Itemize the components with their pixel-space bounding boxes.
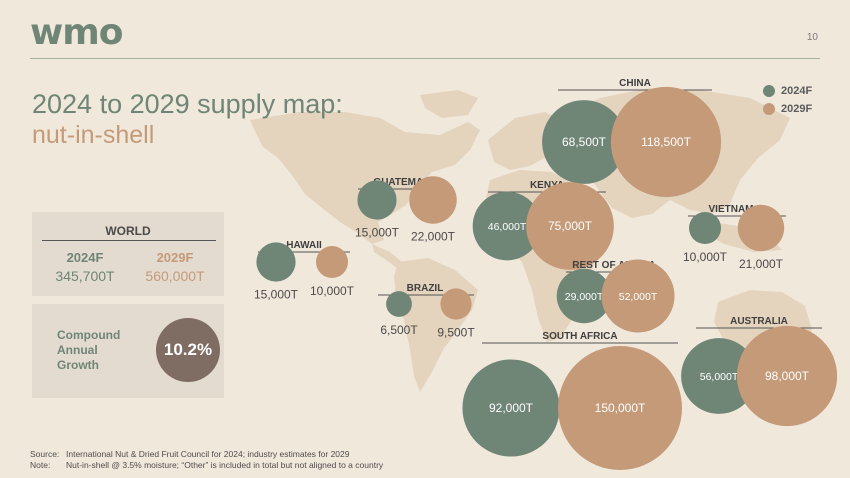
region-title-vietnam: VIETNAM <box>709 204 754 215</box>
legend-swatch-2024 <box>763 85 775 97</box>
bubble-brazil-2029 <box>440 288 472 320</box>
bubble-hawaii-2024 <box>256 242 296 282</box>
legend-item-2029: 2029F <box>763 100 812 118</box>
world-2029-column: 2029F 560,000T <box>130 250 220 284</box>
region-title-china: CHINA <box>619 78 651 89</box>
region-title-hawaii: HAWAII <box>286 240 322 251</box>
bubble-guatemala-2029 <box>409 176 457 224</box>
bubble-vietnam-2024 <box>688 211 722 245</box>
bubble-kenya-2029 <box>526 182 614 270</box>
source-line: Source: International Nut & Dried Fruit C… <box>30 449 350 459</box>
bubble-south-africa-2024 <box>462 359 560 457</box>
region-title-rest-of-africa: REST OF AFRICA <box>572 260 656 271</box>
bubble-label-south-africa-2029: 150,000T <box>595 401 646 415</box>
world-summary-panel: WORLD 2024F 345,700T 2029F 560,000T <box>32 212 224 296</box>
bubble-australia-2024 <box>681 338 757 414</box>
bubble-label-south-africa-2024: 92,000T <box>489 401 534 415</box>
bubble-hawaii-2029 <box>315 245 349 279</box>
bubble-china-2024 <box>542 100 626 184</box>
cagr-panel: Compound Annual Growth 10.2% <box>32 304 224 398</box>
bubble-label-brazil-2024: 6,500T <box>380 323 418 337</box>
bubble-label-brazil-2029: 9,500T <box>437 326 475 340</box>
cagr-badge: 10.2% <box>156 318 220 382</box>
bubble-label-china-2024: 68,500T <box>562 135 607 149</box>
bubble-guatemala-2024 <box>357 180 397 220</box>
page-subtitle: nut-in-shell <box>32 121 155 149</box>
header-divider <box>30 58 820 59</box>
greenland-shape <box>420 90 478 118</box>
world-2024-value: 345,700T <box>55 268 115 284</box>
bubble-label-china-2029: 118,500T <box>641 135 691 149</box>
bubble-kenya-2024 <box>472 191 542 261</box>
world-title: WORLD <box>105 224 151 238</box>
north-america-shape <box>250 112 480 244</box>
bubble-south-africa-2029 <box>558 346 682 470</box>
brand-logo: wmo <box>30 12 124 53</box>
central-america-shape <box>372 244 402 268</box>
bubble-label-rest-of-africa-2024: 29,000T <box>565 291 604 303</box>
bubble-label-vietnam-2024: 10,000T <box>683 250 728 264</box>
bubble-rest-of-africa-2024 <box>556 268 612 324</box>
bubble-label-guatemala-2024: 15,000T <box>355 226 400 240</box>
bubble-brazil-2024 <box>386 291 412 317</box>
page-number: 10 <box>806 32 818 43</box>
bubble-label-kenya-2024: 46,000T <box>488 221 527 233</box>
region-title-australia: AUSTRALIA <box>730 316 788 327</box>
legend-label-2029: 2029F <box>781 103 813 115</box>
bubble-australia-2029 <box>736 325 838 427</box>
bubble-label-australia-2029: 98,000T <box>765 369 810 383</box>
bubble-vietnam-2029 <box>737 204 785 252</box>
legend: 2024F 2029F <box>763 82 812 118</box>
bubble-label-hawaii-2029: 10,000T <box>310 284 355 298</box>
world-divider <box>42 240 216 241</box>
bubble-label-kenya-2029: 75,000T <box>548 219 593 233</box>
note-line: Note: Nut-in-shell @ 3.5% moisture; “Othe… <box>30 460 384 470</box>
region-title-brazil: BRAZIL <box>407 283 444 294</box>
region-title-kenya: KENYA <box>530 180 564 191</box>
legend-label-2024: 2024F <box>781 85 813 97</box>
world-2024-column: 2024F 345,700T <box>40 250 130 284</box>
region-title-guatemala: GUATEMALA <box>373 177 436 188</box>
legend-item-2024: 2024F <box>763 82 812 100</box>
footnotes: Source: International Nut & Dried Fruit C… <box>30 449 383 471</box>
bubble-label-australia-2024: 56,000T <box>700 371 739 383</box>
bubble-rest-of-africa-2029 <box>601 259 675 333</box>
bubble-label-rest-of-africa-2029: 52,000T <box>619 291 658 303</box>
world-2029-value: 560,000T <box>145 268 205 284</box>
world-2024-header: 2024F <box>66 250 104 265</box>
region-title-south-africa: SOUTH AFRICA <box>542 331 617 342</box>
bubble-label-hawaii-2024: 15,000T <box>254 288 299 302</box>
cagr-label: Compound Annual Growth <box>57 328 121 372</box>
page-title: 2024 to 2029 supply map: <box>32 89 343 119</box>
world-2029-header: 2029F <box>156 250 194 265</box>
bubble-china-2029 <box>610 86 722 198</box>
bubble-label-vietnam-2029: 21,000T <box>739 257 784 271</box>
legend-swatch-2029 <box>763 103 775 115</box>
bubble-label-guatemala-2029: 22,000T <box>411 230 456 244</box>
bubble-layer: CHINA 68,500T 118,500T GUATEMALA 15,000T 22,0… <box>254 78 838 470</box>
